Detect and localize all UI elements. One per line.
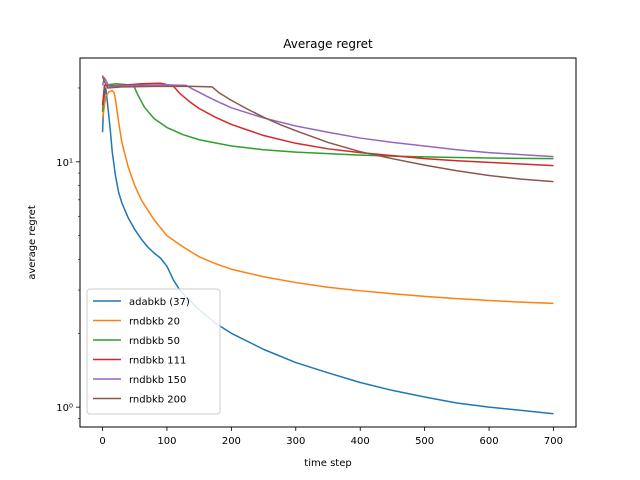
series-line-1 bbox=[101, 87, 554, 415]
x-tick-label: 600 bbox=[479, 436, 498, 447]
x-tick-label: 700 bbox=[544, 436, 563, 447]
legend: adabkb (37) rndbkb 20 rndbkb 50 rndbkb 111 r… bbox=[86, 288, 221, 415]
x-tick-label: 200 bbox=[222, 436, 241, 447]
chart-title: Average regret bbox=[283, 37, 373, 51]
legend-label: rndbkb 200 bbox=[129, 395, 186, 406]
y-axis-ticks: 10⁰ 10¹ bbox=[56, 87, 80, 419]
x-tick-label: 0 bbox=[99, 436, 105, 447]
y-axis-label: average regret bbox=[27, 205, 38, 280]
legend-label: rndbkb 20 bbox=[129, 317, 180, 328]
y-tick-label: 10¹ bbox=[56, 158, 73, 169]
legend-label: adabkb (37) bbox=[129, 297, 190, 308]
legend-label: rndbkb 50 bbox=[129, 336, 180, 347]
series-line-6 bbox=[101, 75, 554, 183]
plot-frame bbox=[79, 57, 577, 428]
series-line-5 bbox=[101, 77, 554, 158]
legend-label: rndbkb 111 bbox=[129, 356, 186, 367]
series-line-2 bbox=[101, 89, 554, 305]
y-tick-label: 10⁰ bbox=[56, 403, 73, 414]
x-tick-label: 400 bbox=[351, 436, 370, 447]
x-tick-label: 100 bbox=[157, 436, 176, 447]
series-layer bbox=[101, 75, 554, 415]
x-tick-label: 300 bbox=[286, 436, 305, 447]
x-axis-label: time step bbox=[304, 458, 351, 469]
x-tick-label: 500 bbox=[415, 436, 434, 447]
legend-label: rndbkb 150 bbox=[129, 375, 186, 386]
x-axis-ticks: 0 100 200 300 400 500 600 700 bbox=[99, 427, 563, 447]
series-line-4 bbox=[101, 82, 554, 167]
